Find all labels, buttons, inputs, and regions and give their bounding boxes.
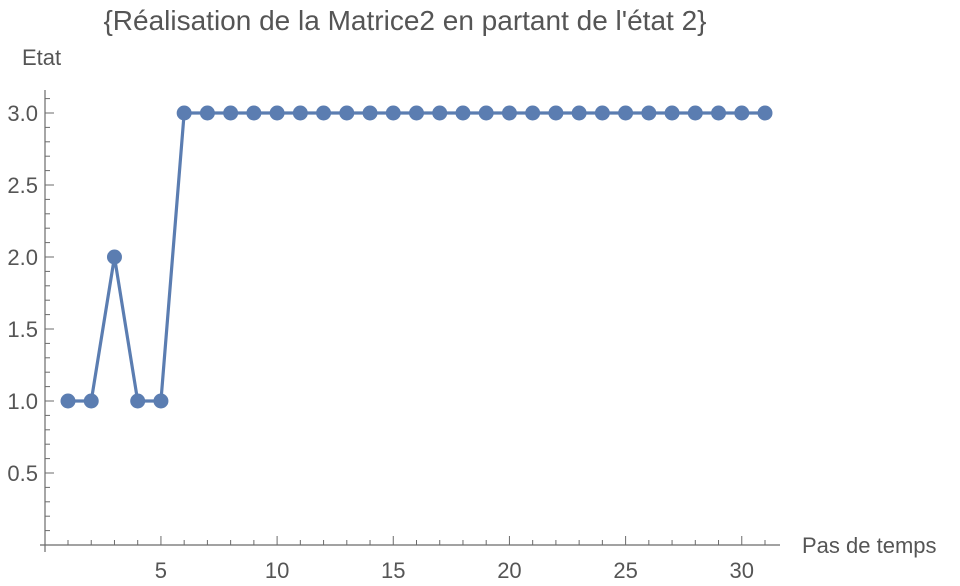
- data-point: [153, 393, 169, 409]
- x-axis-label: Pas de temps: [802, 533, 937, 558]
- y-axis-label: Etat: [22, 45, 61, 70]
- x-tick-label: 25: [613, 558, 637, 583]
- data-point: [501, 105, 517, 121]
- data-point: [409, 105, 424, 121]
- data-point: [618, 105, 634, 121]
- data-point: [455, 105, 471, 121]
- x-tick-label: 20: [497, 558, 521, 583]
- x-tick-label: 15: [381, 558, 405, 583]
- y-tick-label: 0.5: [7, 461, 38, 486]
- data-point: [548, 105, 564, 121]
- data-point: [106, 249, 122, 265]
- data-point: [711, 105, 727, 121]
- data-point: [292, 105, 308, 121]
- data-point: [223, 105, 239, 121]
- data-point: [478, 105, 494, 121]
- x-tick-label: 30: [730, 558, 754, 583]
- series-line: [66, 111, 767, 403]
- data-point: [60, 393, 76, 409]
- data-point: [664, 105, 680, 121]
- axes: 5 10 15 20 25 30 0.5 1.0 1.5 2.0 2.5 3.0: [7, 90, 780, 583]
- data-point: [199, 105, 215, 121]
- data-point: [641, 105, 657, 121]
- data-point: [269, 105, 285, 121]
- data-point: [525, 105, 541, 121]
- y-tick-label: 3.0: [7, 101, 38, 126]
- x-tick-label: 5: [155, 558, 167, 583]
- y-tick-label: 1.0: [7, 389, 38, 414]
- data-point: [571, 105, 587, 121]
- data-point: [176, 105, 192, 121]
- data-point: [316, 105, 332, 121]
- series-layer: [60, 105, 773, 409]
- data-point: [362, 105, 378, 121]
- data-point: [246, 105, 262, 121]
- data-point: [757, 105, 773, 121]
- data-point: [594, 105, 610, 121]
- data-point: [385, 105, 401, 121]
- data-point: [339, 105, 355, 121]
- data-point: [432, 105, 448, 121]
- x-tick-label: 10: [265, 558, 289, 583]
- y-tick-label: 2.0: [7, 245, 38, 270]
- chart-title: {Réalisation de la Matrice2 en partant d…: [103, 5, 706, 36]
- y-tick-label: 2.5: [7, 173, 38, 198]
- data-point: [83, 393, 99, 409]
- data-point: [734, 105, 750, 121]
- y-tick-label: 1.5: [7, 317, 38, 342]
- data-point: [687, 105, 703, 121]
- data-point: [130, 393, 146, 409]
